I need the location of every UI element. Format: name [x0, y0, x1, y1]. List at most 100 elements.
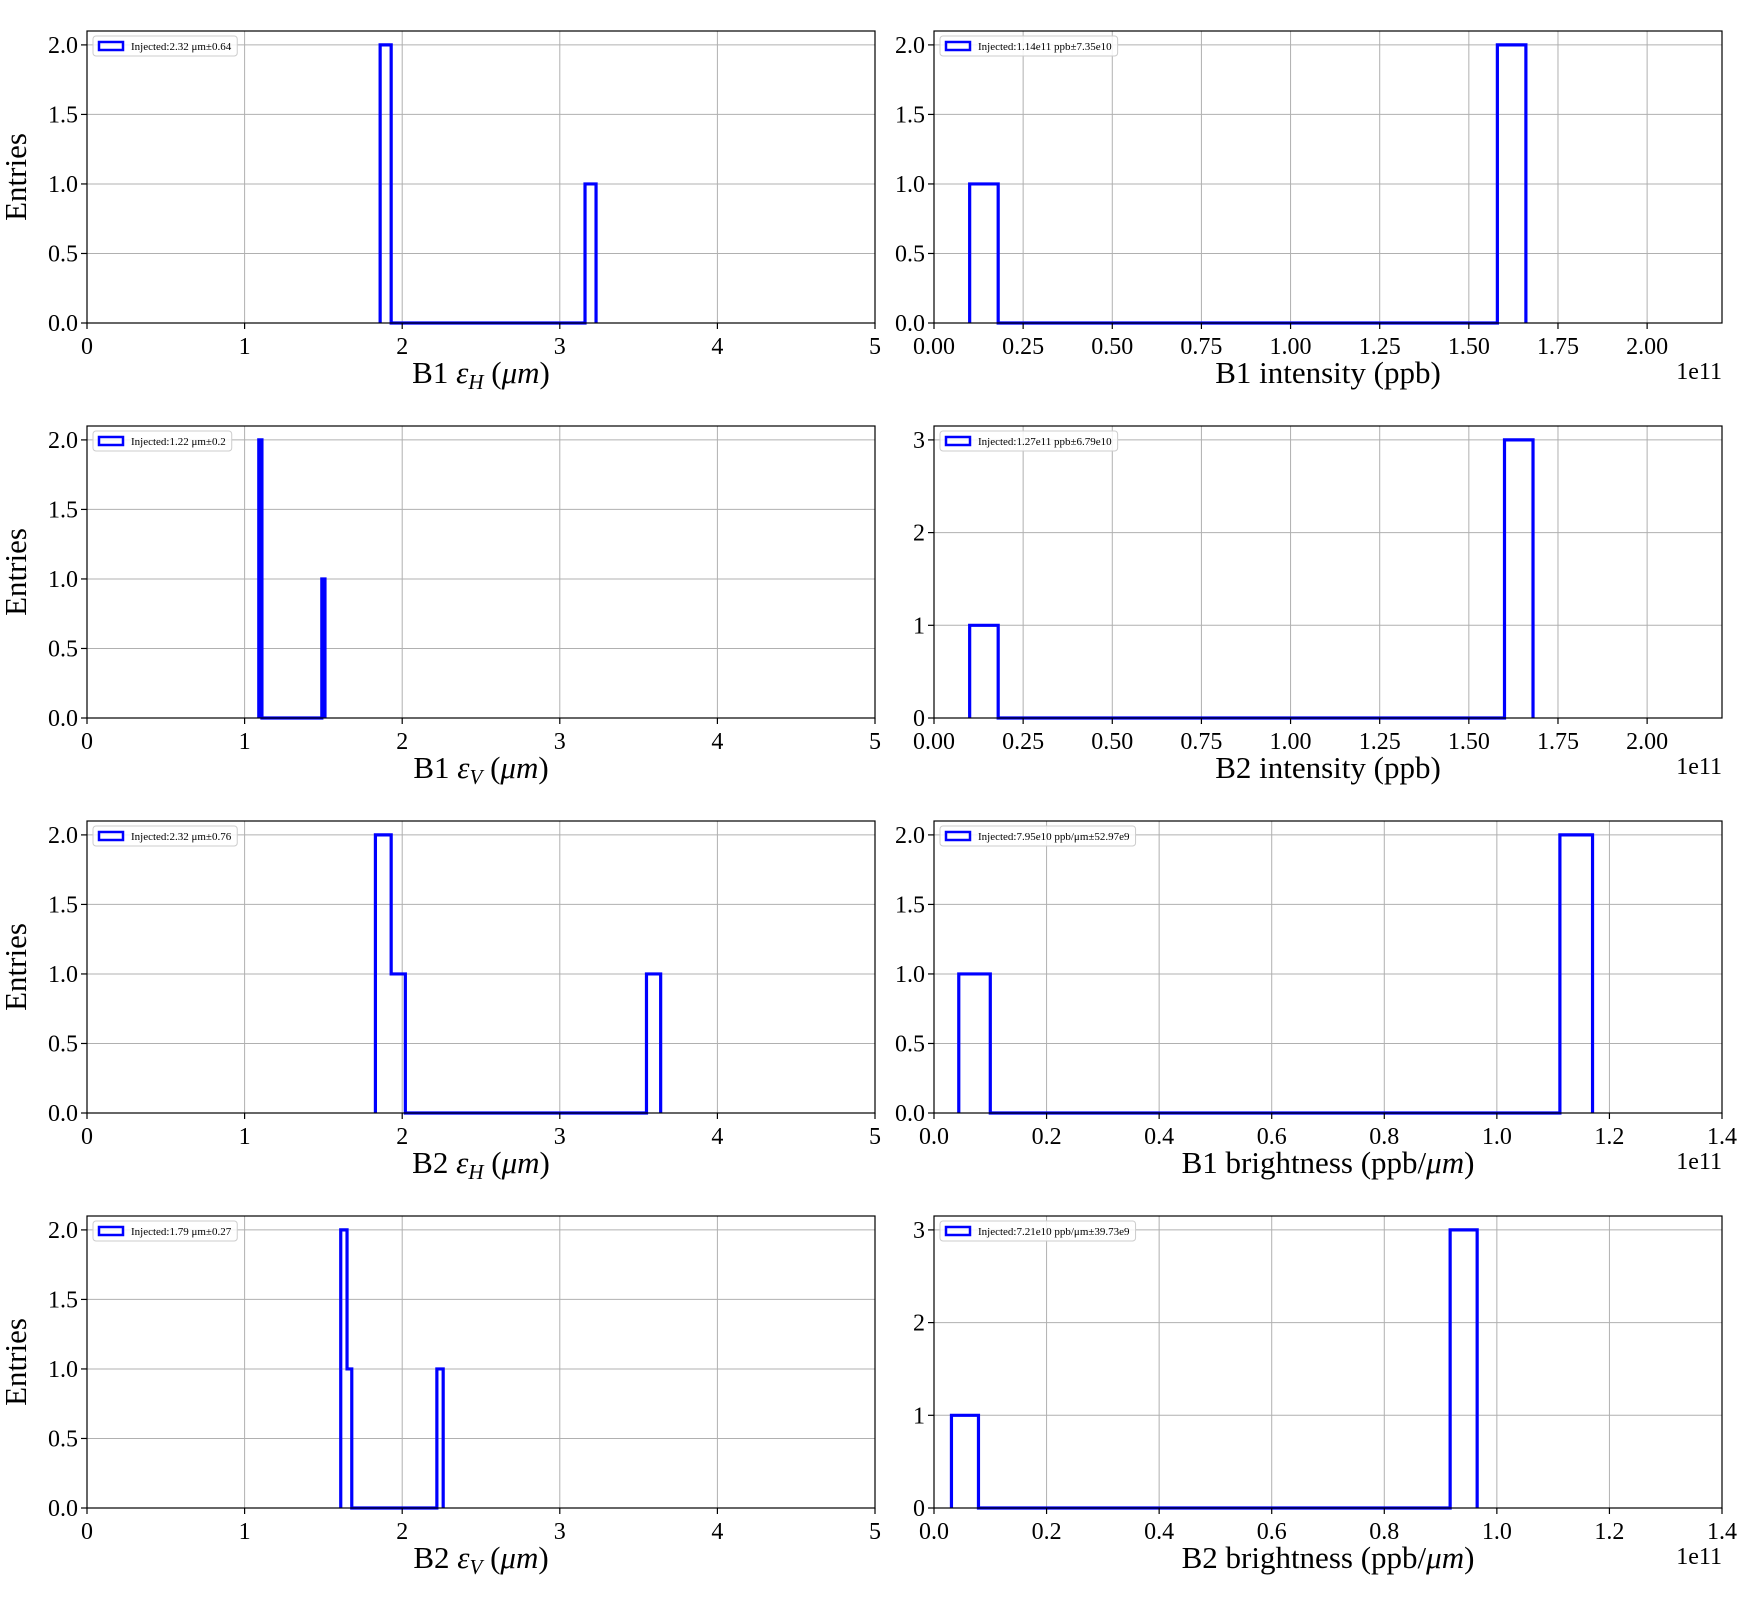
- x-tick-label: 0.75: [1180, 334, 1222, 360]
- x-axis-label: B2 εH (μm): [412, 1145, 550, 1184]
- x-tick-label: 4: [711, 1124, 723, 1150]
- plot-area: [87, 31, 875, 323]
- y-tick-label: 3: [913, 1218, 925, 1244]
- axis-offset-label: 1e11: [1676, 359, 1722, 385]
- x-tick-label: 1.0: [1482, 1124, 1512, 1150]
- y-tick-label: 0: [913, 1496, 925, 1522]
- x-axis-label: B2 εV (μm): [413, 1540, 548, 1579]
- x-tick-label: 2: [396, 729, 408, 755]
- x-tick-label: 0.6: [1257, 1519, 1287, 1545]
- y-axis-label: Entries: [0, 923, 33, 1011]
- axes-frame: [933, 30, 1723, 324]
- y-tick-label: 0.0: [895, 1101, 925, 1127]
- plot-area: [934, 426, 1722, 718]
- legend-label: Injected:7.95e10 ppb/μm±52.97e9: [978, 831, 1130, 843]
- legend-label: Injected:1.79 μm±0.27: [131, 1226, 232, 1238]
- plot-area: [934, 821, 1722, 1113]
- y-tick-label: 1.5: [895, 102, 925, 128]
- x-tick-label: 0.0: [919, 1124, 949, 1150]
- x-tick-label: 4: [711, 334, 723, 360]
- x-tick-label: 2.00: [1626, 334, 1668, 360]
- x-tick-label: 0.4: [1144, 1124, 1174, 1150]
- x-tick-label: 0: [81, 1124, 93, 1150]
- histogram-panel-7: 0 1 2 3 4 5 0.0 0.5 1.0 1.5 2.0 B2 εV (μm) Entries In…: [0, 1215, 881, 1579]
- histogram-panel-3: 0 1 2 3 4 5 0.0 0.5 1.0 1.5 2.0 B1 εV (μm) Entries In…: [0, 425, 881, 789]
- x-tick-label: 1.50: [1448, 729, 1490, 755]
- y-tick-label: 0: [913, 706, 925, 732]
- y-tick-label: 0.0: [48, 706, 78, 732]
- y-tick-label: 1.0: [48, 1357, 78, 1383]
- legend-label: Injected:1.14e11 ppb±7.35e10: [978, 41, 1112, 53]
- y-tick-label: 1.0: [895, 962, 925, 988]
- legend: Injected:7.21e10 ppb/μm±39.73e9: [939, 1220, 1137, 1242]
- x-tick-label: 1: [239, 1124, 251, 1150]
- x-tick-label: 1.50: [1448, 334, 1490, 360]
- x-axis-label: B1 εH (μm): [412, 355, 550, 394]
- x-axis-label: B1 intensity (ppb): [1215, 355, 1441, 390]
- y-tick-label: 0.0: [48, 311, 78, 337]
- x-axis-label: B1 brightness (ppb/μm): [1182, 1145, 1475, 1180]
- legend: Injected:2.32 μm±0.64: [92, 35, 238, 57]
- x-axis-label: B2 intensity (ppb): [1215, 750, 1441, 785]
- x-tick-label: 1.75: [1537, 729, 1579, 755]
- y-tick-label: 2.0: [895, 33, 925, 59]
- x-tick-label: 2: [396, 1124, 408, 1150]
- x-tick-label: 5: [869, 1519, 881, 1545]
- axes-frame: [933, 820, 1723, 1114]
- y-tick-label: 0.0: [48, 1101, 78, 1127]
- axes-frame: [933, 1215, 1723, 1509]
- axes-frame: [86, 30, 876, 324]
- axis-offset-label: 1e11: [1676, 1544, 1722, 1570]
- y-tick-label: 1.5: [48, 892, 78, 918]
- x-tick-label: 1: [239, 1519, 251, 1545]
- y-tick-label: 0.5: [48, 1031, 78, 1057]
- x-tick-label: 1: [239, 334, 251, 360]
- x-tick-label: 0: [81, 334, 93, 360]
- y-tick-label: 0.5: [895, 1031, 925, 1057]
- y-tick-label: 1: [913, 1403, 925, 1429]
- x-tick-label: 5: [869, 729, 881, 755]
- legend-swatch: [944, 435, 972, 447]
- y-tick-label: 1.0: [48, 962, 78, 988]
- x-tick-label: 0.6: [1257, 1124, 1287, 1150]
- x-tick-label: 1.00: [1270, 729, 1312, 755]
- x-tick-label: 0: [81, 1519, 93, 1545]
- y-axis-label: Entries: [0, 528, 33, 616]
- y-tick-label: 1.0: [895, 172, 925, 198]
- x-tick-label: 0.75: [1180, 729, 1222, 755]
- x-tick-label: 4: [711, 1519, 723, 1545]
- x-tick-label: 0.25: [1002, 729, 1044, 755]
- x-tick-label: 1.2: [1594, 1124, 1624, 1150]
- y-axis-label: Entries: [0, 1318, 33, 1406]
- legend: Injected:1.79 μm±0.27: [92, 1220, 238, 1242]
- x-tick-label: 0.8: [1369, 1519, 1399, 1545]
- legend-box: [92, 430, 233, 452]
- x-tick-label: 1.25: [1359, 334, 1401, 360]
- x-tick-label: 0.0: [919, 1519, 949, 1545]
- x-tick-label: 1.4: [1707, 1519, 1737, 1545]
- y-tick-label: 0.0: [48, 1496, 78, 1522]
- x-tick-label: 3: [554, 729, 566, 755]
- legend-label: Injected:1.22 μm±0.2: [131, 436, 226, 448]
- y-tick-label: 2.0: [48, 428, 78, 454]
- x-tick-label: 1.4: [1707, 1124, 1737, 1150]
- legend-label: Injected:1.27e11 ppb±6.79e10: [978, 436, 1112, 448]
- x-axis-label: B2 brightness (ppb/μm): [1182, 1540, 1475, 1575]
- y-tick-label: 1.5: [895, 892, 925, 918]
- y-tick-label: 1.5: [48, 102, 78, 128]
- legend-box: [939, 825, 1137, 847]
- x-tick-label: 1.00: [1270, 334, 1312, 360]
- y-axis-label: Entries: [0, 133, 33, 221]
- plot-area: [87, 426, 875, 718]
- x-tick-label: 3: [554, 1124, 566, 1150]
- y-tick-label: 2.0: [48, 823, 78, 849]
- y-tick-label: 0.5: [48, 241, 78, 267]
- x-tick-label: 0.00: [913, 334, 955, 360]
- x-tick-label: 2: [396, 334, 408, 360]
- plot-area: [87, 821, 875, 1113]
- histogram-panel-5: 0 1 2 3 4 5 0.0 0.5 1.0 1.5 2.0 B2 εH (μm) Entries In…: [0, 820, 881, 1184]
- x-tick-label: 5: [869, 334, 881, 360]
- axes-frame: [933, 425, 1723, 719]
- legend-box: [92, 1220, 238, 1242]
